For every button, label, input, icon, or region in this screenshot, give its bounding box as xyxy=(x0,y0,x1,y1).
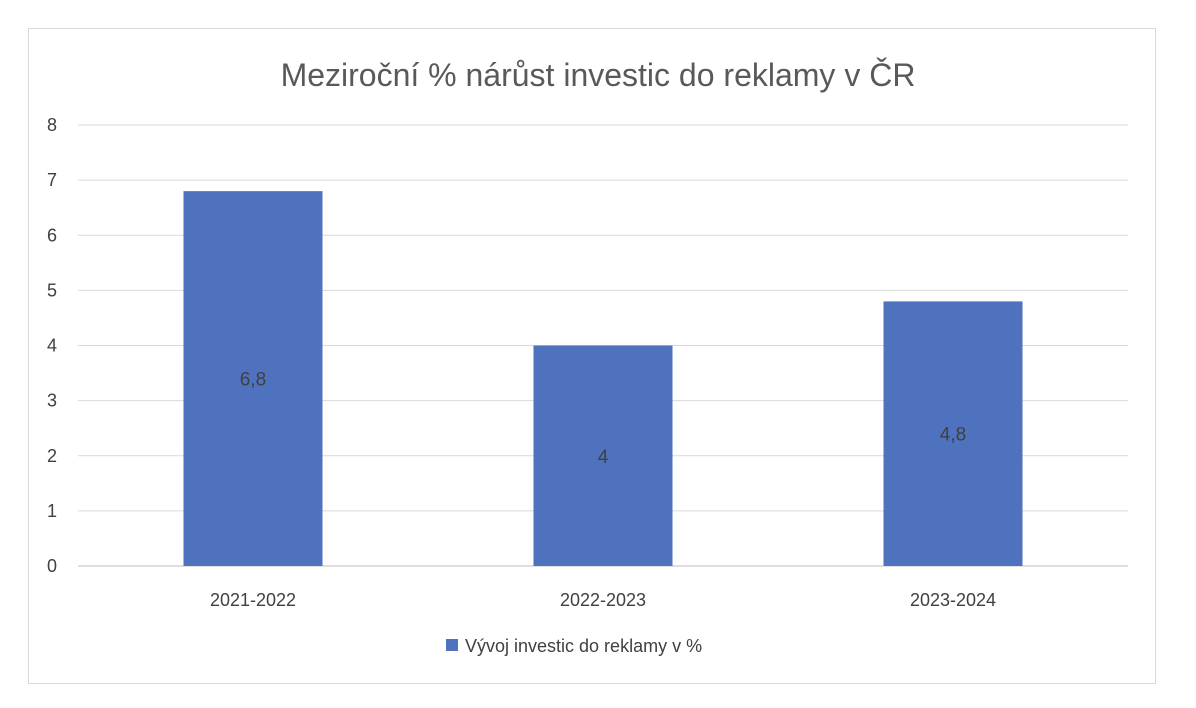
legend-swatch xyxy=(446,639,458,651)
x-tick-label: 2021-2022 xyxy=(210,590,296,610)
bar-2021-2022 xyxy=(183,191,323,566)
y-tick-label: 0 xyxy=(47,556,57,576)
legend-label: Vývoj investic do reklamy v % xyxy=(465,636,702,656)
y-tick-label: 8 xyxy=(47,115,57,135)
bar-2022-2023 xyxy=(533,345,673,566)
data-label: 6,8 xyxy=(240,370,266,391)
x-tick-label: 2022-2023 xyxy=(560,590,646,610)
data-label: 4,8 xyxy=(940,425,966,446)
y-tick-label: 5 xyxy=(47,280,57,300)
y-tick-label: 6 xyxy=(47,225,57,245)
y-tick-label: 4 xyxy=(47,336,57,356)
y-tick-label: 3 xyxy=(47,391,57,411)
y-tick-label: 7 xyxy=(47,170,57,190)
chart-title: Meziroční % nárůst investic do reklamy v… xyxy=(281,57,916,93)
y-tick-label: 1 xyxy=(47,501,57,521)
data-label: 4 xyxy=(598,447,609,468)
x-tick-label: 2023-2024 xyxy=(910,590,996,610)
y-tick-label: 2 xyxy=(47,446,57,466)
bar-2023-2024 xyxy=(883,301,1023,566)
